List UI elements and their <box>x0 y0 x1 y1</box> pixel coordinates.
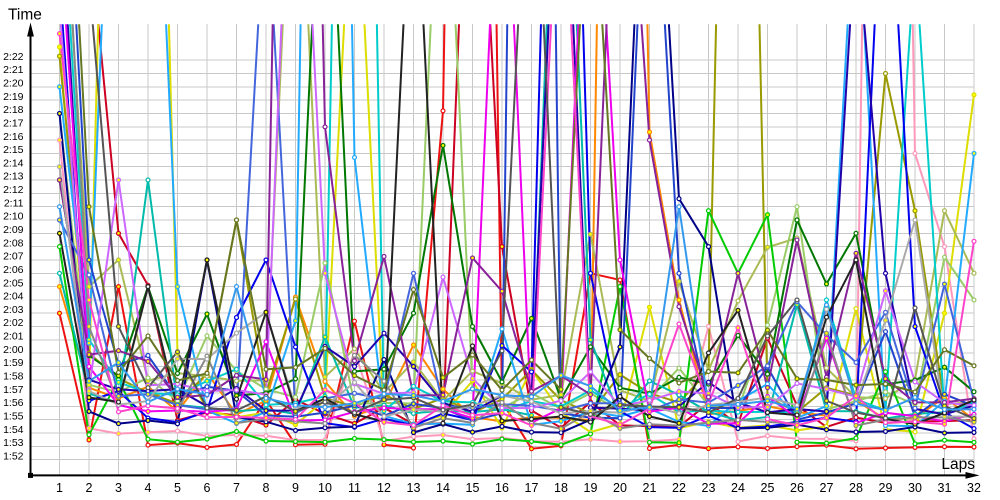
svg-text:18: 18 <box>554 481 568 495</box>
svg-text:1:58: 1:58 <box>3 371 24 383</box>
svg-text:2:05: 2:05 <box>3 277 24 289</box>
svg-text:23: 23 <box>702 481 716 495</box>
svg-text:30: 30 <box>908 481 922 495</box>
svg-text:3: 3 <box>115 481 122 495</box>
svg-text:2:15: 2:15 <box>3 144 24 156</box>
svg-text:2:20: 2:20 <box>3 78 24 90</box>
svg-text:2:19: 2:19 <box>3 91 24 103</box>
svg-text:2:22: 2:22 <box>3 51 24 63</box>
svg-text:1:54: 1:54 <box>3 424 24 436</box>
svg-text:2:03: 2:03 <box>3 304 24 316</box>
svg-text:12: 12 <box>377 481 391 495</box>
svg-text:31: 31 <box>938 481 952 495</box>
svg-text:24: 24 <box>731 481 745 495</box>
svg-text:2:08: 2:08 <box>3 237 24 249</box>
svg-text:Time: Time <box>8 7 42 24</box>
svg-text:29: 29 <box>879 481 893 495</box>
svg-text:28: 28 <box>849 481 863 495</box>
svg-text:Laps: Laps <box>941 456 975 473</box>
svg-text:1: 1 <box>56 481 63 495</box>
svg-text:9: 9 <box>292 481 299 495</box>
svg-text:2:02: 2:02 <box>3 317 24 329</box>
svg-text:2:17: 2:17 <box>3 118 24 130</box>
svg-text:2:11: 2:11 <box>4 197 24 209</box>
svg-text:1:55: 1:55 <box>3 410 24 422</box>
svg-text:25: 25 <box>761 481 775 495</box>
svg-text:5: 5 <box>174 481 181 495</box>
svg-text:4: 4 <box>145 481 152 495</box>
svg-text:1:59: 1:59 <box>3 357 24 369</box>
svg-text:7: 7 <box>233 481 240 495</box>
svg-text:11: 11 <box>348 481 361 495</box>
svg-text:1:53: 1:53 <box>3 437 24 449</box>
svg-text:21: 21 <box>643 481 657 495</box>
svg-text:2:13: 2:13 <box>3 171 24 183</box>
svg-text:2:21: 2:21 <box>3 64 24 76</box>
svg-text:2:10: 2:10 <box>3 211 24 223</box>
svg-text:2:01: 2:01 <box>3 331 24 343</box>
svg-text:2:07: 2:07 <box>3 251 24 263</box>
svg-text:26: 26 <box>790 481 804 495</box>
svg-text:15: 15 <box>466 481 480 495</box>
svg-text:20: 20 <box>613 481 627 495</box>
svg-text:2:18: 2:18 <box>3 104 24 116</box>
svg-text:2:04: 2:04 <box>3 291 24 303</box>
svg-text:10: 10 <box>318 481 332 495</box>
svg-text:13: 13 <box>407 481 421 495</box>
svg-text:8: 8 <box>263 481 270 495</box>
svg-text:22: 22 <box>672 481 686 495</box>
svg-text:16: 16 <box>495 481 509 495</box>
svg-text:32: 32 <box>967 481 981 495</box>
svg-text:2:00: 2:00 <box>3 344 24 356</box>
svg-text:2:14: 2:14 <box>3 157 24 169</box>
svg-text:2: 2 <box>86 481 93 495</box>
svg-text:2:16: 2:16 <box>3 131 24 143</box>
svg-text:1:57: 1:57 <box>3 384 24 396</box>
svg-text:2:12: 2:12 <box>3 184 24 196</box>
svg-text:17: 17 <box>525 481 539 495</box>
svg-text:2:06: 2:06 <box>3 264 24 276</box>
svg-text:19: 19 <box>584 481 598 495</box>
svg-text:1:52: 1:52 <box>3 450 24 462</box>
svg-text:2:09: 2:09 <box>3 224 24 236</box>
svg-text:14: 14 <box>436 481 450 495</box>
svg-text:1:56: 1:56 <box>3 397 24 409</box>
svg-text:6: 6 <box>204 481 211 495</box>
svg-text:27: 27 <box>820 481 834 495</box>
